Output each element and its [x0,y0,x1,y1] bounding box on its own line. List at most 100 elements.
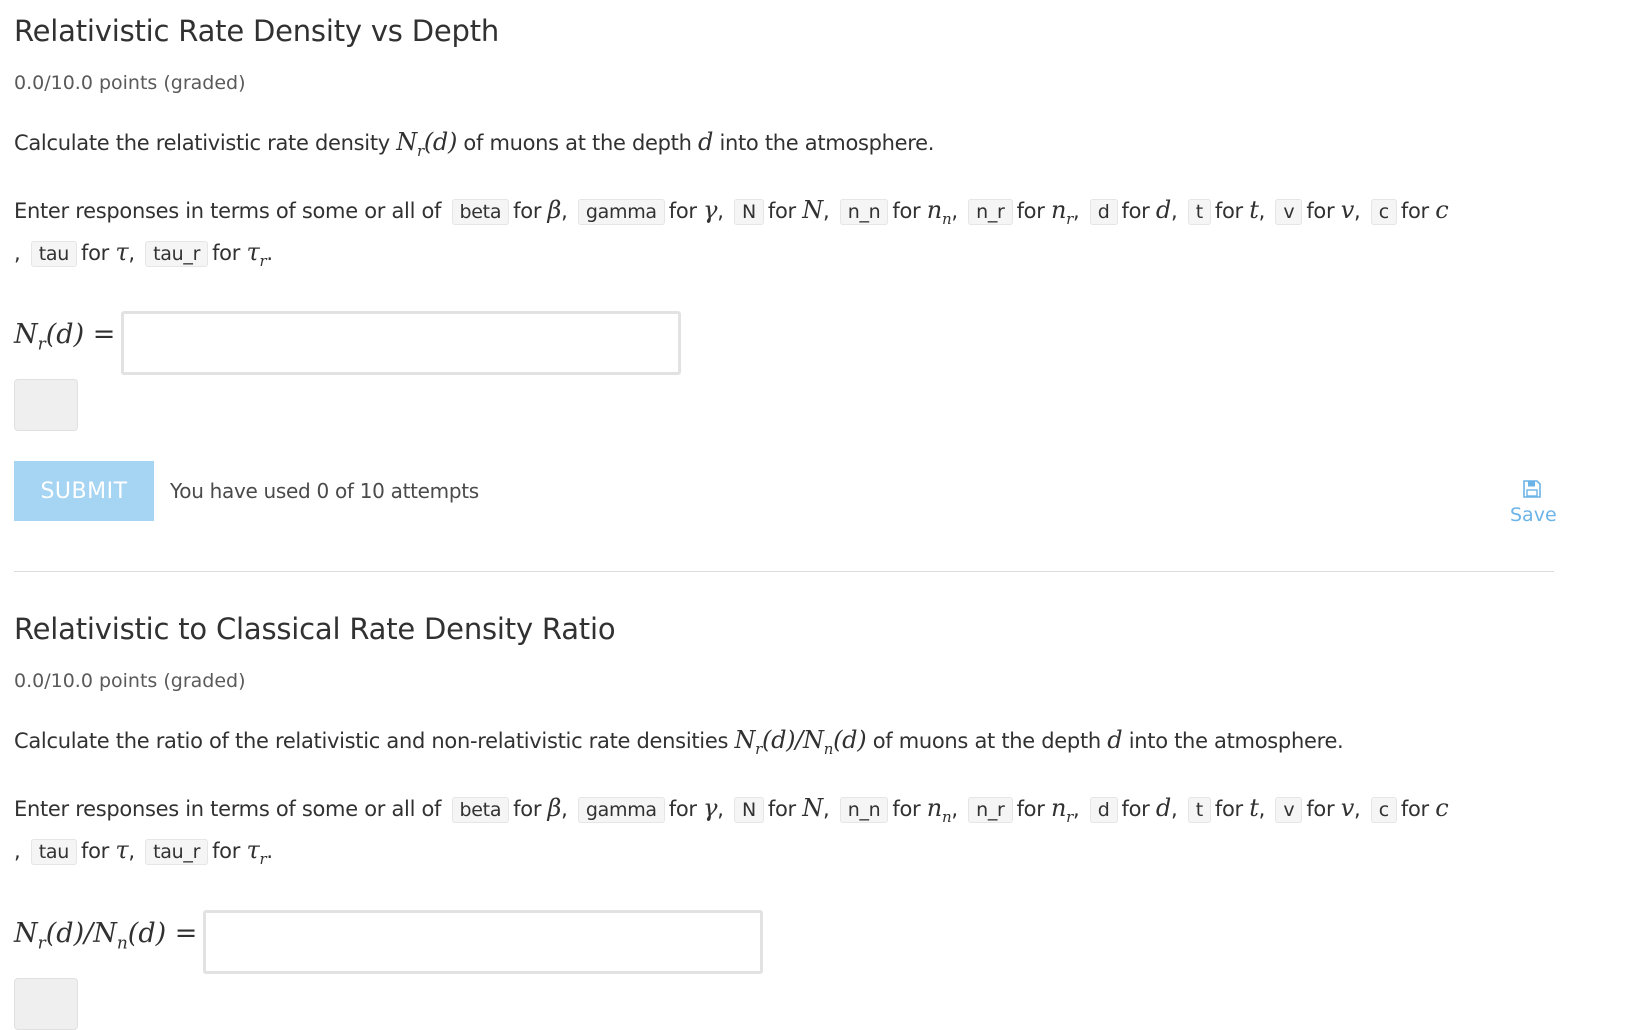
for-word: for [81,240,109,265]
variable-symbol: nr [1050,195,1073,228]
floppy-disk-icon [1523,480,1541,499]
answer-row: Nr(d) = [14,311,1554,376]
variable-symbol: d [1155,794,1171,823]
variable-code: d [1089,198,1118,225]
question-pre: Calculate the ratio of the relativistic … [14,729,735,754]
question-end: into the atmosphere. [713,131,935,155]
variable-code: v [1275,797,1303,824]
variable-code: N [733,198,764,225]
answer-label: Nr(d) = [14,319,116,355]
variable-hints: Enter responses in terms of some or all … [14,794,1449,868]
attempts-text: You have used 0 of 10 attempts [170,479,479,504]
variable-code: beta [451,797,510,824]
for-word: for [513,797,542,822]
math-d: d [698,128,714,156]
for-word: for [513,198,542,223]
for-word: for [1306,797,1335,822]
variable-code: n_r [968,198,1013,225]
problem-title: Relativistic to Classical Rate Density R… [14,612,616,647]
variable-code: gamma [577,797,665,824]
variable-code: d [1089,797,1118,824]
question-text: Calculate the relativistic rate density … [14,128,1554,160]
variable-symbol: t [1249,794,1259,823]
variable-symbol: nn [926,195,952,228]
divider [14,571,1554,573]
variable-code: tau [30,240,78,267]
variable-symbol: β [547,195,562,224]
for-word: for [1400,797,1429,822]
variable-code: gamma [577,198,665,225]
variable-hints: Enter responses in terms of some or all … [14,195,1449,270]
problem-2: Relativistic to Classical Rate Density R… [14,612,1554,1030]
variable-code: v [1275,198,1303,225]
points: 0.0/10.0 points (graded) [14,72,246,94]
question-end: into the atmosphere. [1122,729,1344,754]
variable-code: n_n [839,797,889,824]
problem-list: Relativistic Rate Density vs Depth 0.0/1… [14,14,1557,1030]
problem-title: Relativistic Rate Density vs Depth [14,14,500,48]
variable-code: t [1187,797,1211,824]
question-text: Calculate the ratio of the relativistic … [14,726,1554,758]
variable-code: tau_r [145,240,209,267]
answer-status-indicator [14,977,78,1030]
variable-symbol: c [1435,794,1449,823]
variable-code: c [1370,797,1397,824]
for-word: for [1400,198,1429,223]
answer-row: Nr(d)/Nn(d) = [14,909,1554,974]
hint-intro: Enter responses in terms of some or all … [14,198,442,223]
variable-code: n_r [968,797,1013,824]
variable-symbol: v [1340,195,1355,224]
variable-code: tau [30,838,78,865]
variable-symbol: τr [246,835,267,868]
question-post: of muons at the depth [866,729,1108,754]
variable-code: tau_r [145,838,209,865]
variable-symbol: γ [703,794,718,823]
for-word: for [668,797,697,822]
variable-symbol: γ [703,195,718,224]
question-pre: Calculate the relativistic rate density [14,131,397,155]
variable-symbol: β [547,794,562,823]
variable-symbol: τr [246,237,267,270]
variable-symbol: N [802,195,823,224]
variable-symbol: τ [115,835,129,864]
variable-symbol: nn [926,794,952,826]
for-word: for [1121,797,1150,822]
for-word: for [1121,198,1150,223]
variable-symbol: c [1435,195,1449,224]
variable-symbol: N [802,794,823,823]
for-word: for [1016,797,1045,822]
points: 0.0/10.0 points (graded) [14,670,246,693]
answer-label: Nr(d)/Nn(d) = [14,917,198,954]
math-nr-d: Nr(d) [396,128,458,160]
save-label: Save [1510,504,1557,527]
action-bar: SUBMIT You have used 0 of 10 attempts Sa… [14,461,1557,526]
variable-code: n_n [839,198,889,225]
for-word: for [212,240,241,265]
for-word: for [1016,198,1045,223]
for-word: for [81,838,109,863]
variable-code: c [1370,198,1397,225]
question-post: of muons at the depth [457,131,698,155]
problem-1: Relativistic Rate Density vs Depth 0.0/1… [14,14,1557,526]
variable-symbol: d [1155,195,1171,224]
answer-input[interactable] [203,909,764,974]
for-word: for [668,198,697,223]
hint-intro: Enter responses in terms of some or all … [14,797,442,822]
variable-symbol: v [1340,794,1355,823]
for-word: for [212,838,241,863]
math-ratio: Nr(d)/Nn(d) [734,726,867,759]
variable-code: N [733,797,764,824]
for-word: for [767,198,796,223]
for-word: for [892,797,921,822]
math-d: d [1107,726,1123,755]
answer-status-indicator [14,379,78,432]
answer-input[interactable] [121,311,682,376]
for-word: for [1306,198,1335,223]
for-word: for [892,198,921,223]
variable-code: t [1187,198,1211,225]
variable-symbol: nr [1050,794,1073,826]
submit-button[interactable]: SUBMIT [14,461,154,522]
for-word: for [1214,797,1243,822]
save-button[interactable]: Save [1510,479,1557,527]
for-word: for [1214,198,1243,223]
